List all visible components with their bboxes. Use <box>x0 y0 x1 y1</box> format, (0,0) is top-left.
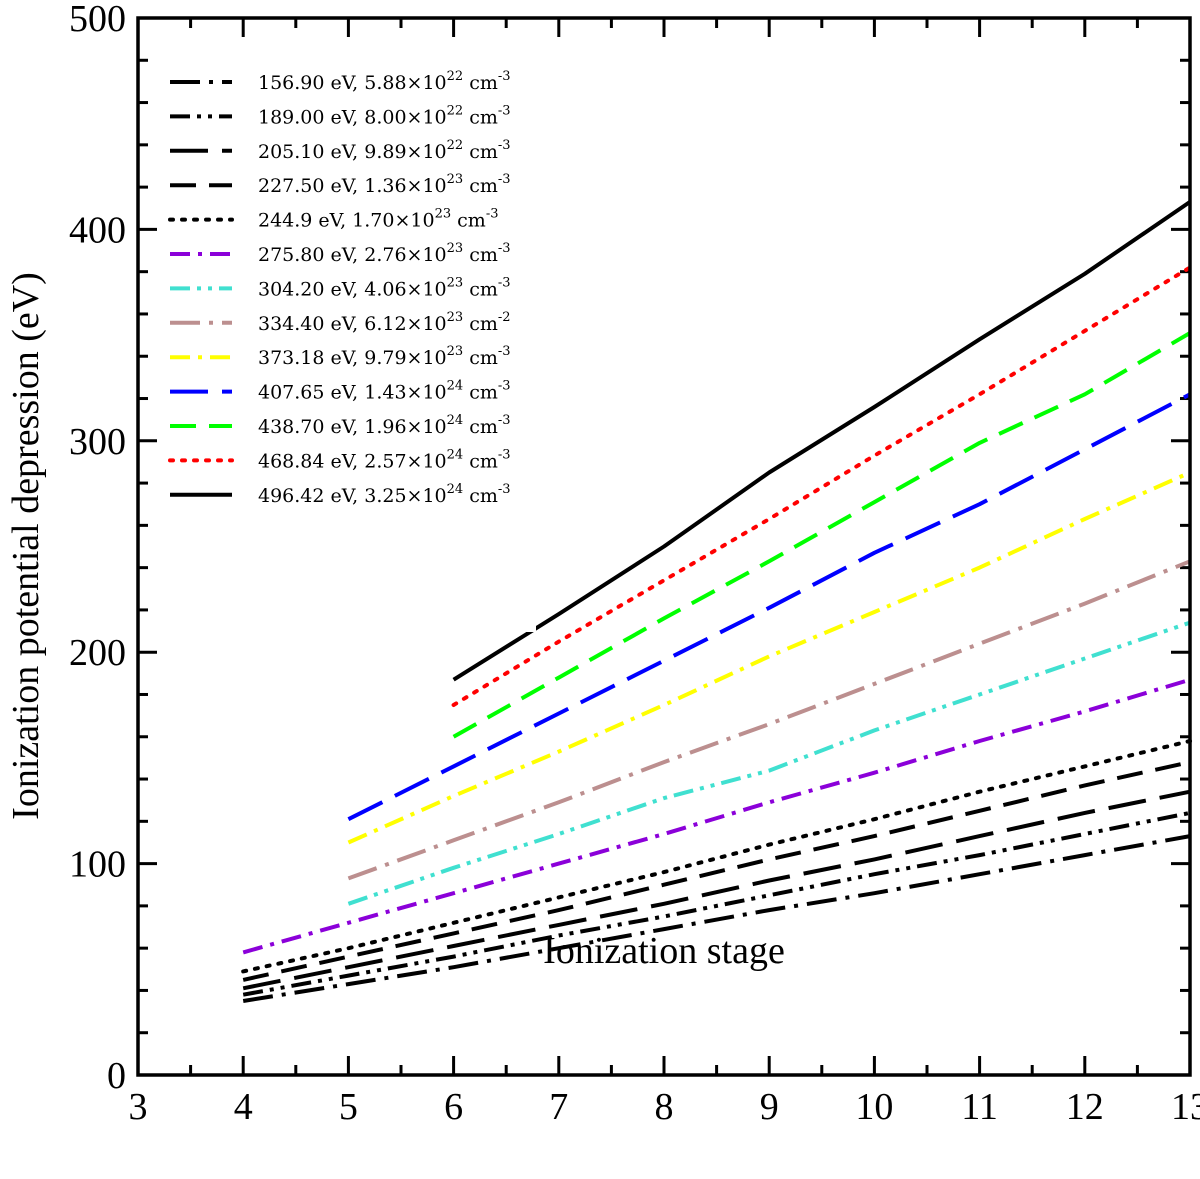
legend-entry: 407.65 eV, 1.43×1024 cm-3 <box>258 379 511 404</box>
series-line <box>347 470 1191 845</box>
legend-entry: 373.18 eV, 9.79×1023 cm-3 <box>258 344 511 369</box>
series-line <box>347 392 1191 821</box>
legend-background <box>158 58 536 632</box>
x-axis-title: Ionization stage <box>543 930 785 972</box>
y-tick-label: 200 <box>69 632 126 674</box>
x-tick-label: 9 <box>760 1086 779 1128</box>
y-tick-label: 500 <box>69 0 126 40</box>
legend-entry: 275.80 eV, 2.76×1023 cm-3 <box>258 241 511 266</box>
x-tick-label: 5 <box>339 1086 358 1128</box>
series-lines <box>241 200 1192 1003</box>
legend-entry: 496.42 eV, 3.25×1024 cm-3 <box>258 482 511 507</box>
y-tick-label: 0 <box>107 1055 126 1097</box>
series-line <box>452 331 1192 739</box>
legend-entry: 468.84 eV, 2.57×1024 cm-3 <box>258 447 511 472</box>
legend-entry: 189.00 eV, 8.00×1022 cm-3 <box>258 103 511 128</box>
series-line <box>347 559 1191 881</box>
x-tick-label: 3 <box>129 1086 148 1128</box>
y-tick-label: 400 <box>69 209 126 251</box>
series-line <box>347 620 1191 906</box>
x-tick-label: 13 <box>1171 1086 1200 1128</box>
legend-entry: 334.40 eV, 6.12×1023 cm-2 <box>258 310 511 335</box>
plot-frame <box>136 16 1192 1077</box>
series-line <box>242 760 1191 982</box>
legend-entry: 438.70 eV, 1.96×1024 cm-3 <box>258 413 511 438</box>
x-tick-label: 10 <box>855 1086 893 1128</box>
series-line <box>242 834 1191 1003</box>
legend-entry: 156.90 eV, 5.88×1022 cm-3 <box>258 69 511 94</box>
tick-labels: 3 4 5 6 7 8 9 10 11 12 13 0 100 200 300 400 500 <box>69 0 1200 1128</box>
series-line <box>242 810 1191 997</box>
y-tick-label: 300 <box>69 421 126 463</box>
legend: 156.90 eV, 5.88×1022 cm-3 189.00 eV, 8.00… <box>158 58 536 632</box>
y-tick-label: 100 <box>69 844 126 886</box>
x-tick-label: 8 <box>655 1086 674 1128</box>
y-axis-title: Ionization potential depression (eV) <box>5 272 47 820</box>
x-tick-label: 6 <box>444 1086 463 1128</box>
x-tick-label: 4 <box>234 1086 253 1128</box>
x-tick-label: 7 <box>549 1086 568 1128</box>
series-line <box>451 265 1192 707</box>
series-line <box>242 789 1191 991</box>
legend-entry: 205.10 eV, 9.89×1022 cm-3 <box>258 138 511 163</box>
legend-entry: 244.9 eV, 1.70×1023 cm-3 <box>258 207 498 232</box>
series-line <box>242 677 1191 955</box>
legend-entry: 304.20 eV, 4.06×1023 cm-3 <box>258 275 511 300</box>
series-line <box>452 200 1192 682</box>
legend-entry: 227.50 eV, 1.36×1023 cm-3 <box>258 172 511 197</box>
x-tick-label: 11 <box>961 1086 998 1128</box>
x-tick-label: 12 <box>1066 1086 1104 1128</box>
